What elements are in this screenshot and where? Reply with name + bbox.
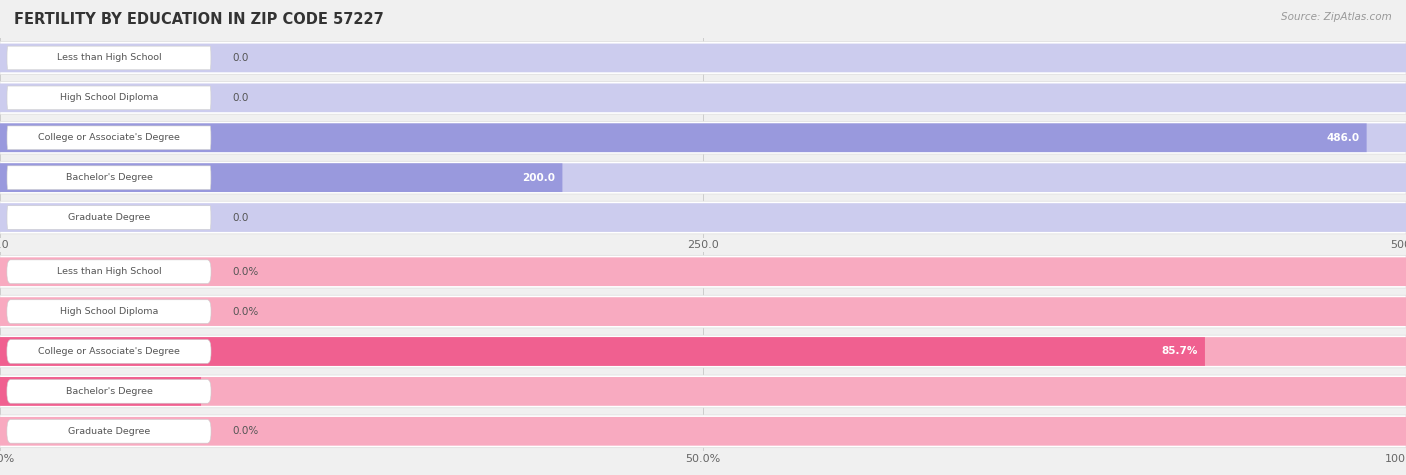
FancyBboxPatch shape — [0, 163, 1406, 192]
Text: 0.0%: 0.0% — [232, 426, 259, 437]
FancyBboxPatch shape — [0, 297, 1406, 326]
Text: 0.0%: 0.0% — [232, 266, 259, 277]
Text: FERTILITY BY EDUCATION IN ZIP CODE 57227: FERTILITY BY EDUCATION IN ZIP CODE 57227 — [14, 12, 384, 27]
FancyBboxPatch shape — [0, 295, 1406, 328]
FancyBboxPatch shape — [0, 201, 1406, 234]
Text: College or Associate's Degree: College or Associate's Degree — [38, 133, 180, 142]
Text: 200.0: 200.0 — [523, 172, 555, 183]
Text: 0.0: 0.0 — [232, 93, 249, 103]
Text: Less than High School: Less than High School — [56, 54, 162, 62]
FancyBboxPatch shape — [0, 377, 1406, 406]
FancyBboxPatch shape — [7, 126, 211, 150]
FancyBboxPatch shape — [0, 257, 1406, 286]
Text: Graduate Degree: Graduate Degree — [67, 427, 150, 436]
FancyBboxPatch shape — [0, 415, 1406, 447]
FancyBboxPatch shape — [0, 337, 1406, 366]
FancyBboxPatch shape — [0, 337, 1205, 366]
Text: 14.3%: 14.3% — [157, 386, 194, 397]
FancyBboxPatch shape — [7, 260, 211, 284]
Text: 0.0: 0.0 — [232, 53, 249, 63]
Text: College or Associate's Degree: College or Associate's Degree — [38, 347, 180, 356]
Text: Source: ZipAtlas.com: Source: ZipAtlas.com — [1281, 12, 1392, 22]
Text: 0.0%: 0.0% — [232, 306, 259, 317]
FancyBboxPatch shape — [7, 419, 211, 443]
FancyBboxPatch shape — [0, 124, 1367, 152]
FancyBboxPatch shape — [0, 162, 1406, 194]
Text: Less than High School: Less than High School — [56, 267, 162, 276]
FancyBboxPatch shape — [0, 84, 1406, 112]
FancyBboxPatch shape — [0, 122, 1406, 154]
FancyBboxPatch shape — [0, 203, 1406, 232]
Text: Graduate Degree: Graduate Degree — [67, 213, 150, 222]
FancyBboxPatch shape — [7, 300, 211, 323]
Text: 0.0: 0.0 — [232, 212, 249, 223]
FancyBboxPatch shape — [7, 46, 211, 70]
FancyBboxPatch shape — [0, 124, 1406, 152]
Text: Bachelor's Degree: Bachelor's Degree — [66, 387, 152, 396]
FancyBboxPatch shape — [0, 163, 562, 192]
Text: High School Diploma: High School Diploma — [60, 307, 157, 316]
FancyBboxPatch shape — [0, 377, 201, 406]
FancyBboxPatch shape — [0, 375, 1406, 408]
Text: 486.0: 486.0 — [1326, 133, 1360, 143]
FancyBboxPatch shape — [0, 82, 1406, 114]
FancyBboxPatch shape — [7, 380, 211, 403]
FancyBboxPatch shape — [7, 166, 211, 190]
FancyBboxPatch shape — [0, 417, 1406, 446]
FancyBboxPatch shape — [7, 86, 211, 110]
FancyBboxPatch shape — [0, 335, 1406, 368]
Text: High School Diploma: High School Diploma — [60, 94, 157, 102]
Text: 85.7%: 85.7% — [1161, 346, 1198, 357]
FancyBboxPatch shape — [0, 42, 1406, 74]
Text: Bachelor's Degree: Bachelor's Degree — [66, 173, 152, 182]
FancyBboxPatch shape — [7, 206, 211, 229]
FancyBboxPatch shape — [7, 340, 211, 363]
FancyBboxPatch shape — [0, 256, 1406, 288]
FancyBboxPatch shape — [0, 44, 1406, 72]
